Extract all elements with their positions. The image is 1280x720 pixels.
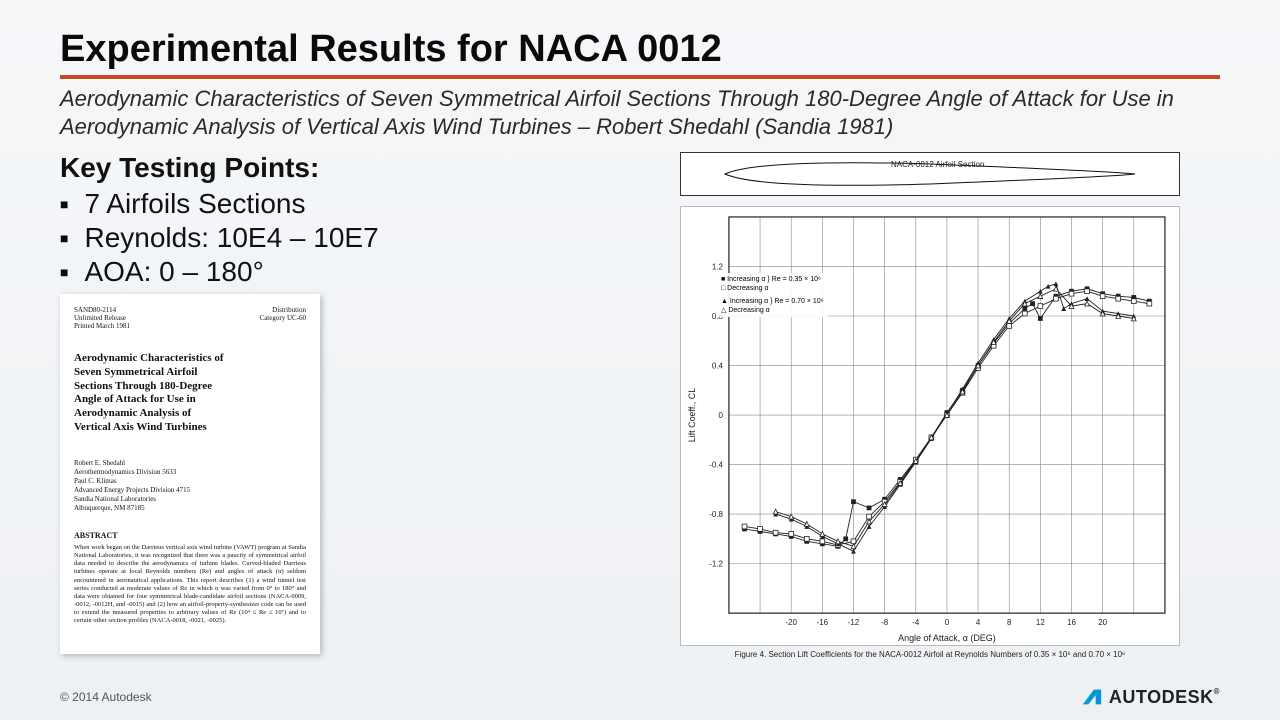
svg-text:-4: -4 xyxy=(912,618,920,627)
svg-text:1.2: 1.2 xyxy=(712,262,724,271)
airfoil-label: NACA-0012 Airfoil Section xyxy=(891,160,984,169)
key-points-list: 7 Airfoils Sections Reynolds: 10E4 – 10E… xyxy=(60,188,620,288)
slide-title: Experimental Results for NACA 0012 xyxy=(60,28,1220,71)
svg-text:-16: -16 xyxy=(817,618,829,627)
paper-abstract: When work began on the Darrieus vertical… xyxy=(74,544,306,625)
paper-header-left: SAND80-2114 Unlimited Release Printed Ma… xyxy=(74,306,130,330)
svg-text:16: 16 xyxy=(1067,618,1076,627)
paper-title: Aerodynamic Characteristics of Seven Sym… xyxy=(74,352,224,435)
legend-item: ■ Increasing α } Re = 0.35 × 10⁶ xyxy=(721,275,824,284)
key-points-heading: Key Testing Points: xyxy=(60,152,620,184)
autodesk-logo-icon xyxy=(1081,686,1103,708)
autodesk-logo-text: AUTODESK® xyxy=(1109,687,1220,708)
legend-item: △ Decreasing α xyxy=(721,306,824,315)
content-row: Key Testing Points: 7 Airfoils Sections … xyxy=(60,152,1220,659)
svg-text:4: 4 xyxy=(976,618,981,627)
svg-text:-0.8: -0.8 xyxy=(709,510,723,519)
slide-subtitle: Aerodynamic Characteristics of Seven Sym… xyxy=(60,85,1220,140)
svg-text:8: 8 xyxy=(1007,618,1012,627)
copyright-footer: © 2014 Autodesk xyxy=(60,690,152,704)
chart-legend: ■ Increasing α } Re = 0.35 × 10⁶ □ Decre… xyxy=(717,273,828,317)
svg-text:20: 20 xyxy=(1098,618,1107,627)
title-rule xyxy=(60,75,1220,79)
right-column: NACA-0012 Airfoil Section -20 -16 -12 -8 -4 0… xyxy=(640,152,1220,659)
left-column: Key Testing Points: 7 Airfoils Sections … xyxy=(60,152,620,659)
key-point-item: Reynolds: 10E4 – 10E7 xyxy=(60,222,620,254)
svg-text:-12: -12 xyxy=(848,618,860,627)
svg-text:-0.4: -0.4 xyxy=(709,461,723,470)
key-point-item: AOA: 0 – 180° xyxy=(60,256,620,288)
autodesk-logo: AUTODESK® xyxy=(1081,686,1220,708)
svg-text:12: 12 xyxy=(1036,618,1045,627)
paper-authors: Robert E. Shedahl Aerothermodynamics Div… xyxy=(74,459,306,514)
legend-item: □ Decreasing α xyxy=(721,284,824,293)
svg-text:0.4: 0.4 xyxy=(712,362,724,371)
svg-text:-8: -8 xyxy=(881,618,889,627)
svg-text:Angle of Attack, α (DEG): Angle of Attack, α (DEG) xyxy=(898,633,996,643)
slide: Experimental Results for NACA 0012 Aerod… xyxy=(0,0,1280,720)
svg-text:-1.2: -1.2 xyxy=(709,560,723,569)
svg-text:-20: -20 xyxy=(785,618,797,627)
svg-text:0: 0 xyxy=(719,411,724,420)
lift-chart: -20-16-12-8-4048121620-1.2-0.8-0.400.40.… xyxy=(680,206,1180,646)
key-point-item: 7 Airfoils Sections xyxy=(60,188,620,220)
paper-header-right: Distribution Category UC-60 xyxy=(260,306,306,330)
svg-text:Lift Coeff., CL: Lift Coeff., CL xyxy=(687,388,697,443)
chart-caption: Figure 4. Section Lift Coefficients for … xyxy=(680,650,1180,659)
svg-text:0: 0 xyxy=(945,618,950,627)
airfoil-diagram: NACA-0012 Airfoil Section xyxy=(680,152,1180,196)
paper-abstract-heading: ABSTRACT xyxy=(74,531,306,540)
legend-item: ▲ Increasing α } Re = 0.70 × 10⁶ xyxy=(721,297,824,306)
paper-thumbnail: SAND80-2114 Unlimited Release Printed Ma… xyxy=(60,294,320,654)
